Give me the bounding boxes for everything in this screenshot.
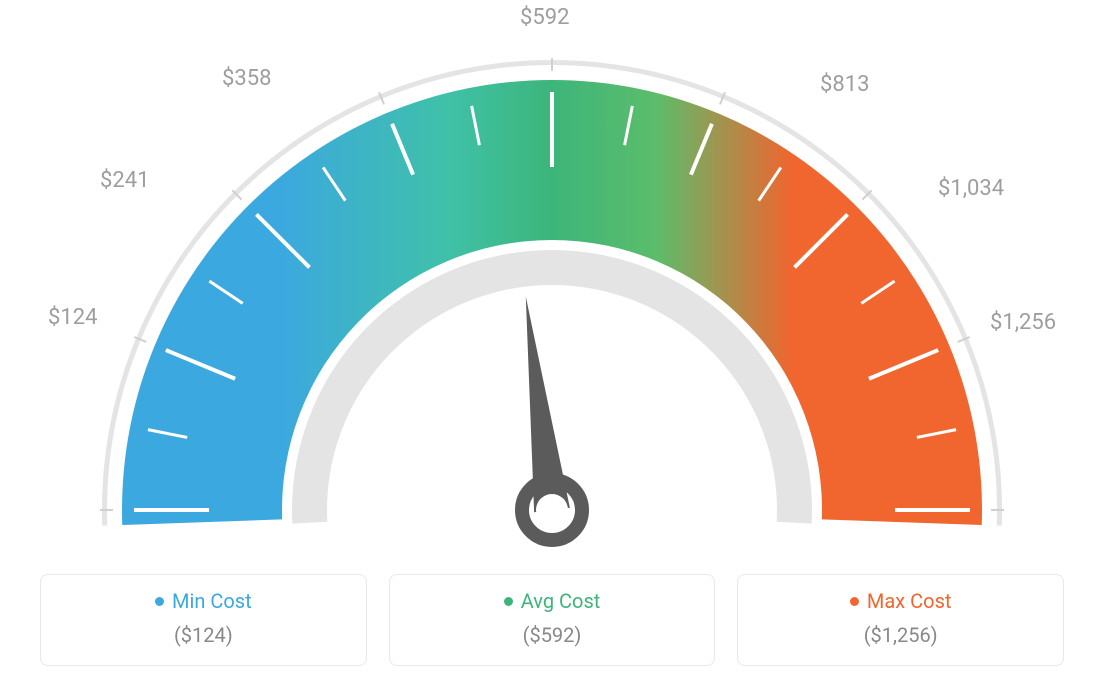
legend-dot-max <box>850 597 859 606</box>
gauge-tick-label: $358 <box>222 66 271 91</box>
legend-card-min: Min Cost ($124) <box>40 574 367 666</box>
legend-label-max: Max Cost <box>867 589 952 613</box>
gauge-tick-label: $813 <box>820 72 869 97</box>
legend-dot-avg <box>504 597 513 606</box>
legend-dot-min <box>155 597 164 606</box>
legend-title-avg: Avg Cost <box>504 589 601 613</box>
legend-title-max: Max Cost <box>850 589 952 613</box>
gauge-tick-label: $1,034 <box>938 176 1004 201</box>
gauge-tick-label: $241 <box>100 168 149 193</box>
legend-title-min: Min Cost <box>155 589 252 613</box>
gauge-tick-label: $124 <box>48 305 97 330</box>
cost-gauge-container: $124 $241 $358 $592 $813 $1,034 $1,256 Min Cos… <box>0 0 1104 690</box>
legend-card-max: Max Cost ($1,256) <box>737 574 1064 666</box>
legend-value-max: ($1,256) <box>738 623 1063 647</box>
gauge-chart: $124 $241 $358 $592 $813 $1,034 $1,256 <box>0 0 1104 560</box>
legend-row: Min Cost ($124) Avg Cost ($592) Max Cost… <box>40 574 1064 666</box>
gauge-svg <box>0 0 1104 560</box>
legend-card-avg: Avg Cost ($592) <box>389 574 716 666</box>
legend-value-avg: ($592) <box>390 623 715 647</box>
legend-value-min: ($124) <box>41 623 366 647</box>
legend-label-avg: Avg Cost <box>521 589 601 613</box>
legend-label-min: Min Cost <box>172 589 252 613</box>
gauge-tick-label: $1,256 <box>990 310 1056 335</box>
gauge-tick-label: $592 <box>520 5 569 30</box>
